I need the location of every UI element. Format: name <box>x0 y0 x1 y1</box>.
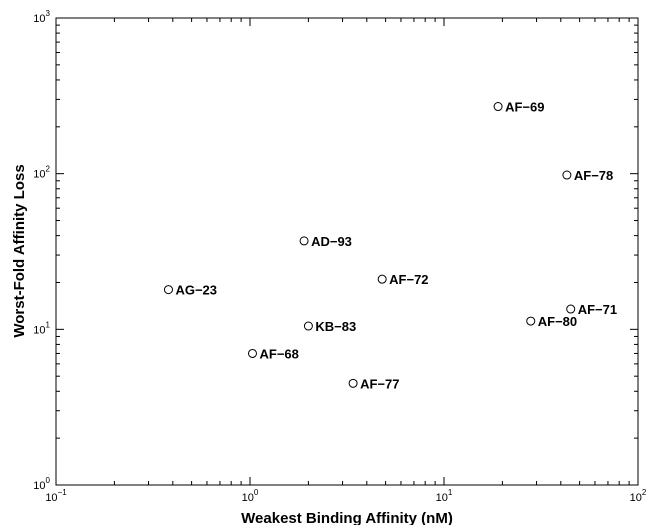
y-tick-label: 100 <box>33 476 50 492</box>
y-tick-label: 103 <box>33 9 50 25</box>
data-point <box>562 170 572 180</box>
data-point <box>163 285 173 295</box>
y-tick-label: 101 <box>33 320 50 336</box>
data-point-label: KB−83 <box>315 319 356 334</box>
data-point-label: AF−77 <box>360 376 399 391</box>
data-point <box>566 304 576 314</box>
y-axis-label: Worst-Fold Affinity Loss <box>11 164 28 337</box>
x-tick-label: 10−1 <box>45 488 67 504</box>
data-point <box>348 378 358 388</box>
y-tick-label: 102 <box>33 165 50 181</box>
data-point-label: AF−68 <box>259 346 298 361</box>
data-point-label: AF−71 <box>578 302 617 317</box>
data-point <box>247 348 257 358</box>
x-tick-label: 100 <box>242 488 259 504</box>
plot-frame <box>55 17 639 486</box>
data-point <box>299 236 309 246</box>
x-tick-label: 101 <box>436 488 453 504</box>
data-point-label: AF−72 <box>389 272 428 287</box>
data-point-label: AG−23 <box>175 283 217 298</box>
data-point <box>377 274 387 284</box>
data-point-label: AF−69 <box>505 100 544 115</box>
data-point <box>493 102 503 112</box>
data-point <box>526 316 536 326</box>
data-point-label: AF−78 <box>574 168 613 183</box>
data-point-label: AF−80 <box>538 314 577 329</box>
axis-ticks <box>55 17 639 486</box>
x-axis-label: Weakest Binding Affinity (nM) <box>241 510 453 525</box>
data-point <box>303 321 313 331</box>
x-tick-label: 102 <box>630 488 647 504</box>
data-point-label: AD−93 <box>311 234 352 249</box>
